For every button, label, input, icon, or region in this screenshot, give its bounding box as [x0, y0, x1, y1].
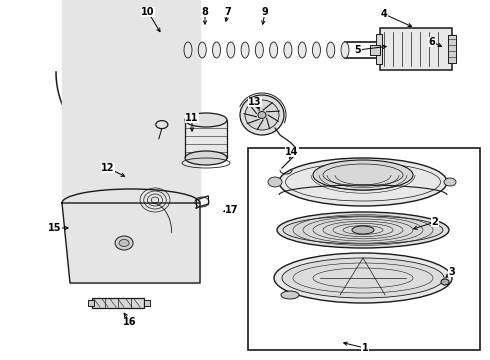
Bar — [448, 35, 456, 63]
Ellipse shape — [185, 151, 227, 165]
Bar — [380, 28, 452, 70]
Text: 11: 11 — [185, 113, 199, 123]
Text: 5: 5 — [355, 45, 362, 55]
Text: 12: 12 — [101, 163, 115, 173]
Ellipse shape — [352, 226, 374, 234]
Ellipse shape — [281, 291, 299, 299]
Text: 7: 7 — [224, 7, 231, 17]
Text: 14: 14 — [285, 147, 299, 157]
Ellipse shape — [198, 42, 206, 58]
Bar — [376, 34, 382, 64]
Polygon shape — [62, 203, 200, 283]
Text: 2: 2 — [432, 217, 439, 227]
Ellipse shape — [119, 239, 129, 247]
Ellipse shape — [277, 212, 449, 248]
Ellipse shape — [444, 178, 456, 186]
Ellipse shape — [327, 42, 335, 58]
Ellipse shape — [270, 42, 278, 58]
Text: 6: 6 — [429, 37, 436, 47]
Bar — [144, 300, 150, 306]
Text: 13: 13 — [248, 97, 262, 107]
Ellipse shape — [185, 113, 227, 127]
Ellipse shape — [298, 42, 306, 58]
Ellipse shape — [284, 42, 292, 58]
Bar — [370, 45, 380, 55]
Text: 8: 8 — [201, 7, 208, 17]
Ellipse shape — [341, 42, 349, 58]
Ellipse shape — [313, 42, 320, 58]
Ellipse shape — [241, 42, 249, 58]
Ellipse shape — [258, 112, 266, 118]
Ellipse shape — [313, 160, 413, 190]
Ellipse shape — [441, 279, 449, 285]
Ellipse shape — [268, 177, 282, 187]
Ellipse shape — [184, 42, 192, 58]
Text: 15: 15 — [48, 223, 62, 233]
Text: 17: 17 — [225, 205, 239, 215]
Bar — [185, 120, 227, 158]
Ellipse shape — [274, 253, 452, 303]
Text: 3: 3 — [449, 267, 455, 277]
Text: 9: 9 — [262, 7, 269, 17]
Text: 4: 4 — [381, 9, 388, 19]
Bar — [248, 148, 480, 350]
Ellipse shape — [213, 42, 220, 58]
Text: 16: 16 — [123, 317, 137, 327]
Bar — [88, 300, 94, 306]
Ellipse shape — [282, 258, 444, 298]
Text: 1: 1 — [362, 343, 368, 353]
Ellipse shape — [245, 100, 279, 130]
Bar — [92, 298, 144, 308]
Ellipse shape — [283, 216, 443, 244]
Ellipse shape — [227, 42, 235, 58]
Ellipse shape — [279, 158, 447, 206]
Ellipse shape — [115, 236, 133, 250]
Text: 10: 10 — [141, 7, 155, 17]
Ellipse shape — [240, 95, 284, 135]
Ellipse shape — [255, 42, 263, 58]
